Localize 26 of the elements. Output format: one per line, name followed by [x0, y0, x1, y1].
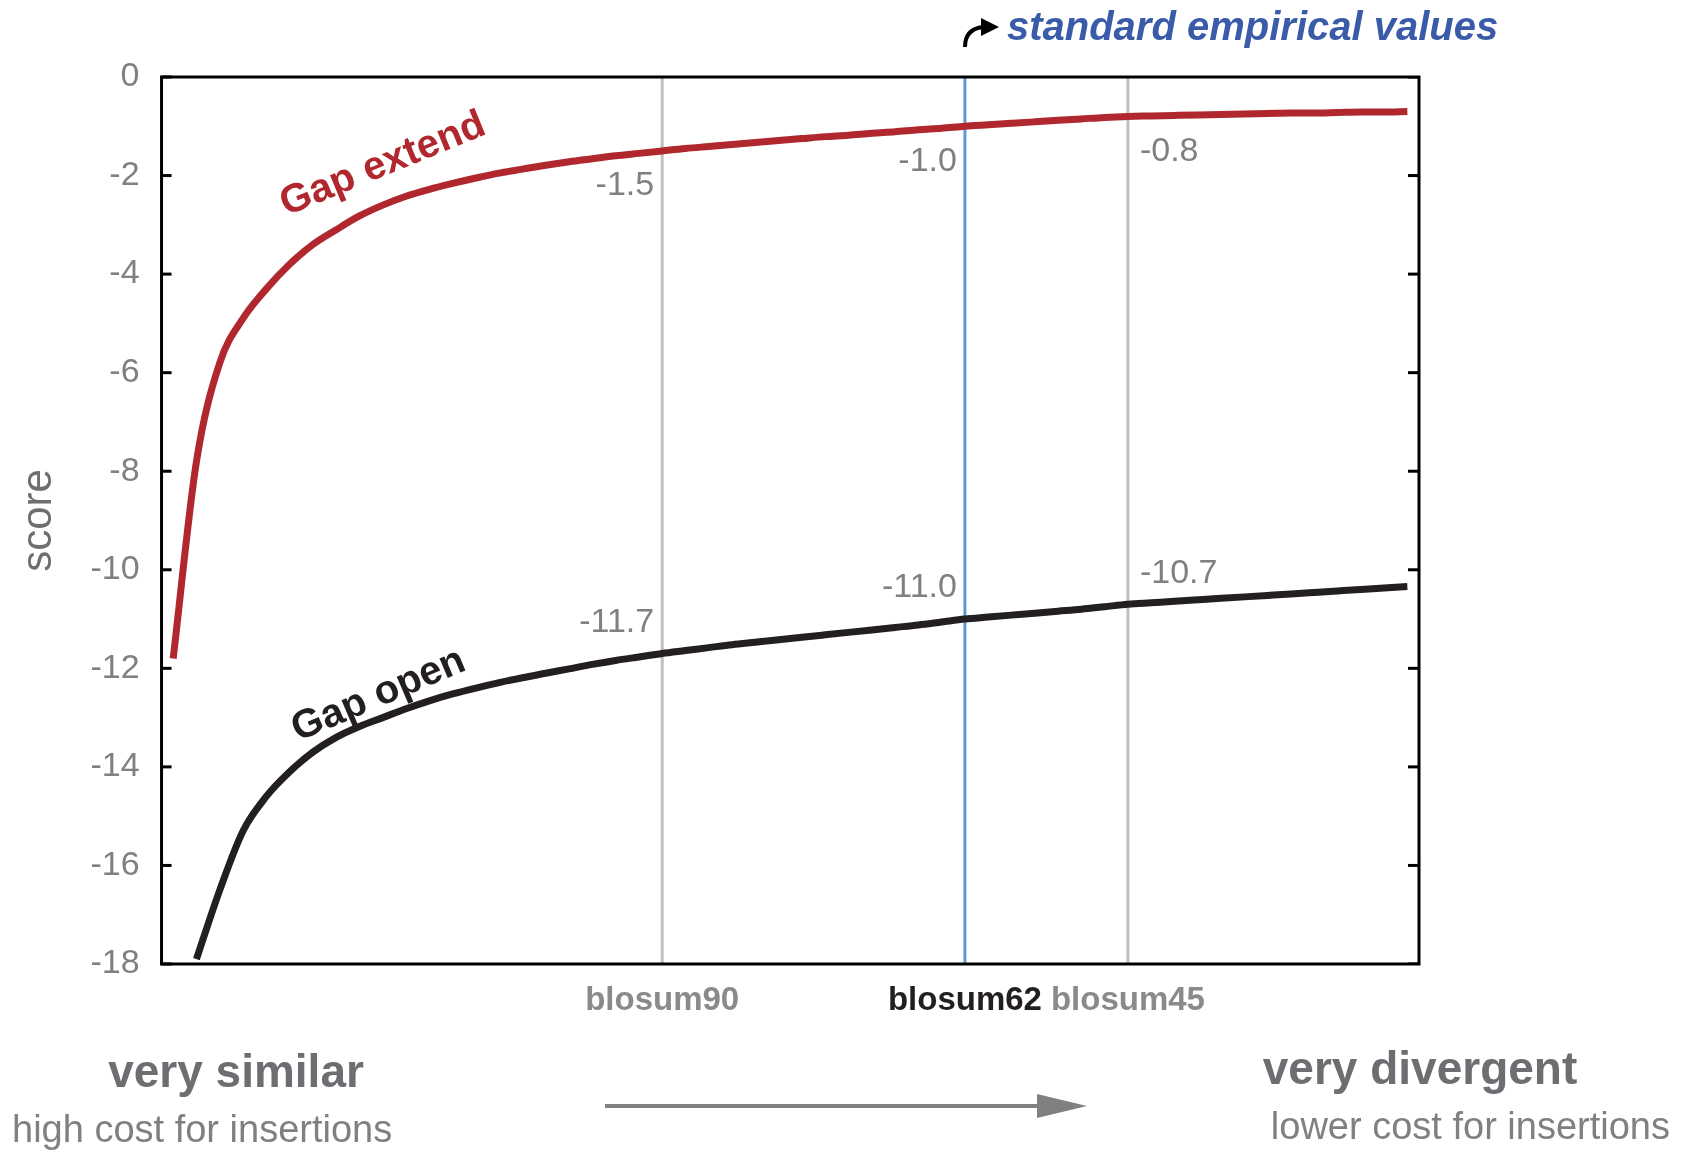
y-tick-label: -10 [90, 548, 140, 587]
data-label: -11.7 [579, 600, 655, 639]
data-label: -10.7 [1139, 551, 1218, 590]
y-tick-label: -6 [109, 351, 140, 390]
text: standard empirical values [1006, 4, 1499, 49]
data-label: -0.8 [1139, 129, 1199, 168]
x-tick-label: blosum90 [585, 979, 740, 1017]
y-tick-label: -18 [90, 942, 140, 981]
text: very divergent [1262, 1042, 1578, 1094]
y-tick-label: -2 [109, 153, 140, 192]
text: lower cost for insertions [1270, 1105, 1670, 1147]
data-label: -1.5 [595, 164, 655, 203]
y-tick-label: -4 [109, 252, 140, 291]
y-tick-label: -16 [90, 843, 140, 882]
x-tick-label: blosum45 [1050, 979, 1205, 1017]
y-tick-label: -8 [109, 449, 140, 488]
data-label: -1.0 [898, 139, 957, 178]
text: very similar [108, 1045, 364, 1097]
y-tick-label: 0 [120, 55, 140, 94]
text: Gap open [284, 636, 471, 749]
text: high cost for insertions [12, 1108, 393, 1150]
y-tick-label: -12 [90, 646, 140, 685]
data-label: -11.0 [881, 566, 957, 605]
y-axis-title: score [12, 469, 60, 572]
y-tick-label: -14 [90, 745, 140, 784]
x-tick-label: blosum62 [887, 979, 1042, 1017]
